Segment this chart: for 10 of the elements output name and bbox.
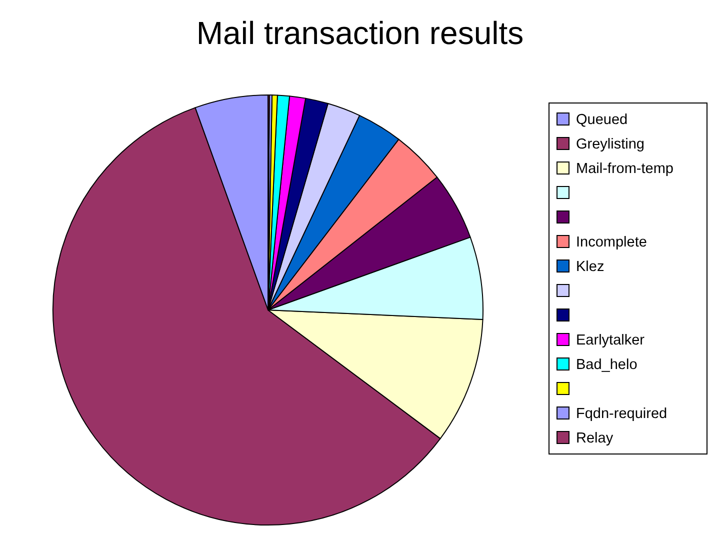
legend-label: Klez <box>576 259 604 275</box>
legend-label: Bad_helo <box>576 357 638 373</box>
legend-label: Greylisting <box>576 136 644 152</box>
legend-label: Earlytalker <box>576 332 645 348</box>
legend-label: Incomplete <box>576 234 647 250</box>
legend-label: Queued <box>576 112 628 128</box>
legend-label: Fqdn-required <box>576 406 668 422</box>
legend-label: Relay <box>576 430 614 446</box>
legend-label: Mail-from-temp <box>576 161 674 177</box>
chart-title: Mail transaction results <box>196 15 524 51</box>
